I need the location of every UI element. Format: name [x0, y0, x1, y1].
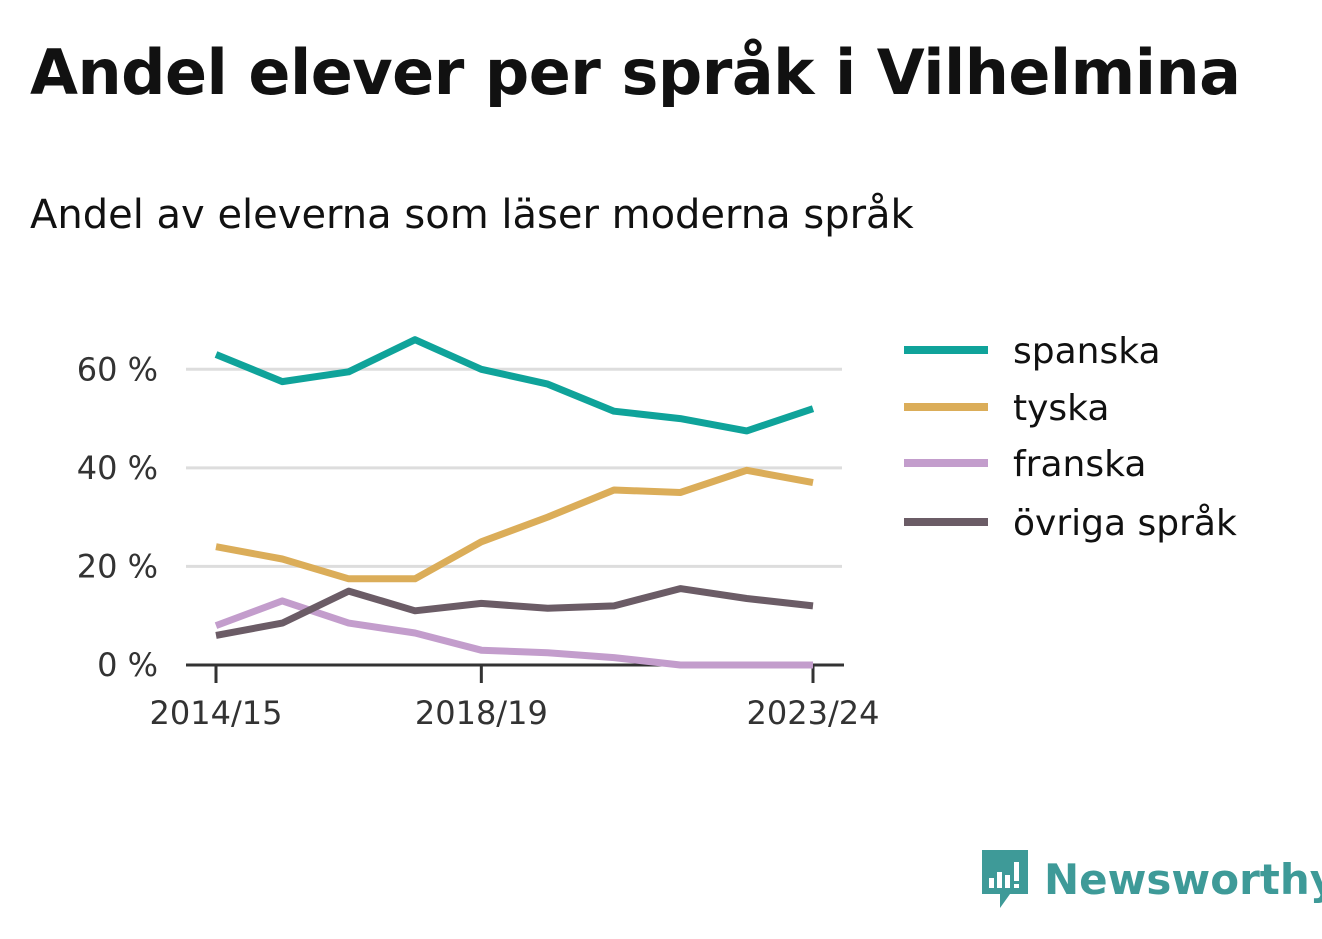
newsworthy-logo: Newsworthy [980, 848, 1322, 910]
x-tick-label-2023/24: 2023/24 [747, 694, 880, 732]
chart-subtitle: Andel av eleverna som läser moderna språ… [30, 192, 914, 238]
x-axis: 2014/15 2018/19 2023/24 [150, 663, 880, 732]
series-line-övriga-språk [215, 585, 814, 639]
y-tick-label-0: 0 % [97, 646, 158, 684]
legend: spanska tyska franska övriga språk [904, 331, 1237, 544]
y-tick-label-40: 40 % [77, 449, 158, 487]
newsworthy-logo-icon [982, 850, 1028, 908]
legend-label-franska: franska [1013, 444, 1146, 485]
chart-title: Andel elever per språk i Vilhelmina [30, 36, 1241, 109]
series-line-tyska [215, 466, 814, 583]
y-tick-label-20: 20 % [77, 547, 158, 585]
x-tick-label-2018/19: 2018/19 [415, 694, 548, 732]
series-line-spanska [214, 336, 815, 435]
y-axis: 0 % 20 % 40 % 60 % [77, 350, 158, 684]
legend-label-spanska: spanska [1013, 331, 1161, 372]
legend-label-övriga-språk: övriga språk [1013, 503, 1237, 544]
series-lines [214, 336, 815, 669]
y-tick-label-60: 60 % [77, 350, 158, 388]
newsworthy-logo-text: Newsworthy [1044, 854, 1322, 904]
x-tick-label-2014/15: 2014/15 [150, 694, 283, 732]
series-line-franska [214, 597, 813, 669]
legend-label-tyska: tyska [1013, 388, 1109, 429]
